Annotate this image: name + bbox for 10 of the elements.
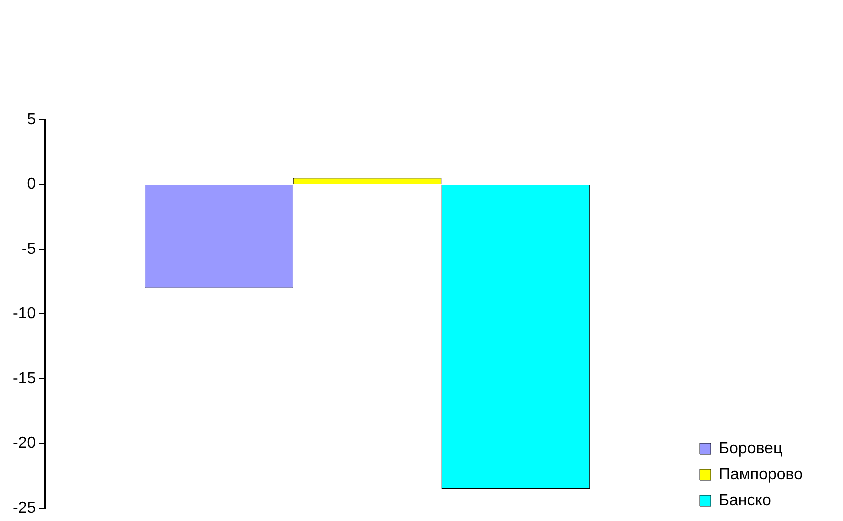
y-tick-label: 0 xyxy=(27,176,36,194)
y-tick-label: -25 xyxy=(13,500,36,517)
y-tick-label: -15 xyxy=(13,370,36,388)
legend-label: Банско xyxy=(719,492,772,510)
y-tick-label: 5 xyxy=(27,111,36,128)
legend-label: Пампорово xyxy=(719,466,804,484)
y-tick-label: -20 xyxy=(13,435,36,452)
legend-label: Боровец xyxy=(719,440,783,458)
y-tick-label: -10 xyxy=(13,306,36,323)
y-tick-label: -5 xyxy=(22,240,36,258)
